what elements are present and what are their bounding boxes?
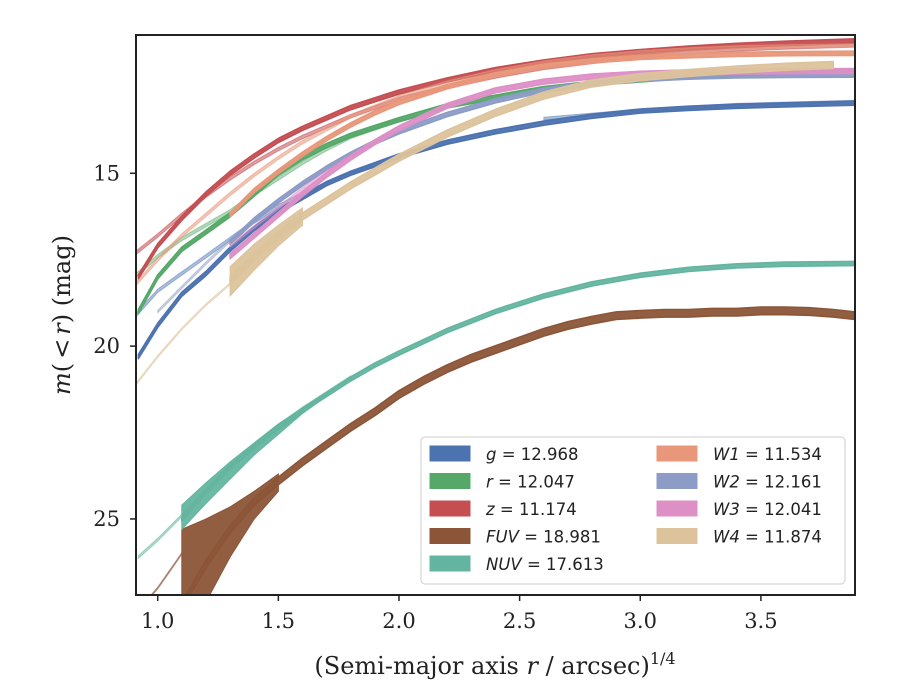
y-axis-title: m( < r) (mag) [48,235,76,395]
legend-swatch-fuv [429,528,471,544]
series-w3-line [229,67,855,260]
series-w1-band-1 [136,43,855,287]
y-axis: 15 20 25 [93,161,136,531]
legend-label-nuv: NUV = 17.613 [486,555,604,574]
series-z-line [137,38,855,280]
y-tick-label: 15 [93,161,120,185]
y-axis-title-unit: (mag) [48,235,76,314]
legend-label-fuv: FUV = 18.981 [486,528,601,547]
legend-swatch-w3 [656,500,698,517]
y-tick-label: 20 [93,334,120,358]
legend-label-w4: W4 = 11.874 [713,528,822,547]
series-nuv [137,260,855,560]
x-tick-label: 1.0 [141,609,174,633]
legend-label-w3: W3 = 12.041 [713,500,822,519]
legend-swatch-g [429,445,471,462]
y-axis-title-open: ( [48,363,76,372]
series-w1-line [229,50,855,218]
legend-swatch-r [429,473,471,489]
legend-label-w1: W1 = 11.534 [713,445,822,464]
legend-label-r: r = 12.047 [486,473,575,492]
legend-swatch-w1 [656,445,698,462]
series-w4-line [229,60,835,285]
x-axis-title: (Semi-major axis r / arcsec)1/4 [314,649,675,680]
series-w1 [136,43,855,287]
legend: g = 12.968 r = 12.047 z = 11.174 FUV = 18.9… [420,436,846,585]
series-nuv-line [181,260,855,522]
y-axis-title-variable-r: r [48,322,76,335]
y-axis-title-operator: < [48,339,76,359]
legend-label-z: z = 11.174 [485,500,577,519]
legend-label-w2: W2 = 12.161 [713,473,822,492]
x-tick-label: 3.5 [744,609,777,633]
series-z [136,38,855,280]
x-axis: 1.0 1.5 2.0 2.5 3.0 3.5 [141,595,778,633]
x-tick-label: 2.5 [503,609,536,633]
x-axis-title-variable: r [526,652,539,680]
x-axis-title-rest: / arcsec) [538,652,650,680]
legend-swatch-w4 [656,528,698,544]
series-z-band-1 [136,43,855,256]
series-fuv-line [184,306,855,595]
y-axis-title-close: ) [48,314,76,323]
x-tick-label: 3.0 [624,609,657,633]
legend-swatch-nuv [429,555,471,572]
legend-swatch-z [429,500,471,517]
plot-area [136,38,855,595]
legend-frame [420,436,846,585]
legend-label-g: g = 12.968 [486,445,579,464]
y-tick-label: 25 [93,507,120,531]
x-tick-label: 1.5 [262,609,295,633]
y-axis-title-variable: m [48,372,76,395]
x-axis-title-main: (Semi-major axis [314,652,526,680]
x-tick-label: 2.0 [382,609,415,633]
series-w4 [136,60,835,387]
plot-frame [135,34,856,596]
x-axis-title-exponent: 1/4 [650,649,676,668]
series-w3 [229,67,855,260]
legend-swatch-w2 [656,473,698,489]
series-fuv [150,306,855,595]
